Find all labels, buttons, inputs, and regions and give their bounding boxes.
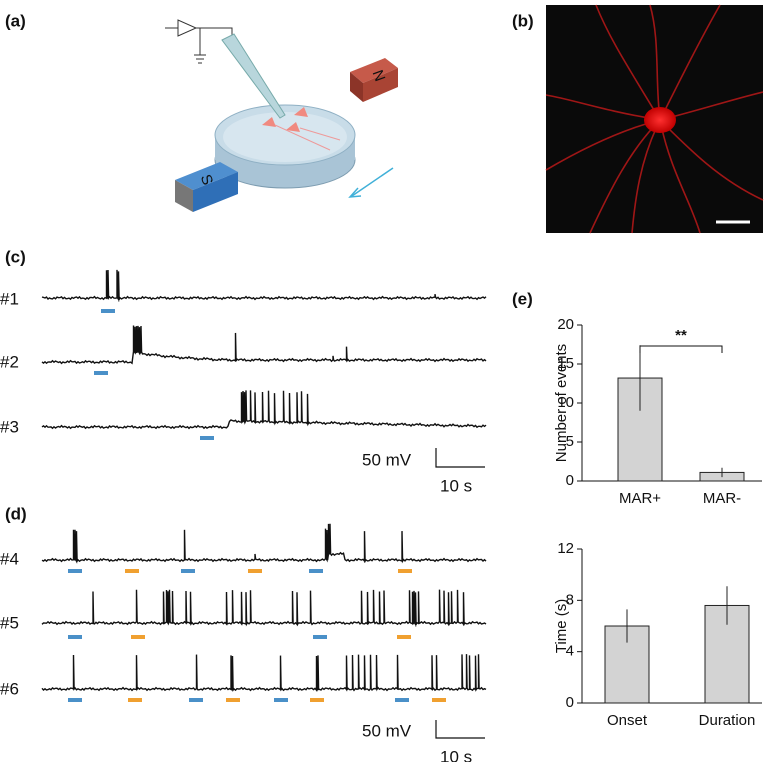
x-tick-label: MAR+ <box>619 490 661 507</box>
trace-label: #4 <box>0 549 19 568</box>
stimulus-bar <box>101 309 115 313</box>
panel-label: (a) <box>5 11 26 30</box>
voltage-trace <box>41 269 487 302</box>
neuron-image <box>545 4 764 234</box>
voltage-trace <box>41 589 487 627</box>
y-tick-label: 5 <box>566 433 574 450</box>
stimulus-bar <box>181 569 195 573</box>
y-tick-label: 20 <box>557 316 574 333</box>
y-tick-label: 4 <box>566 643 574 660</box>
x-tick-label: Onset <box>607 712 648 729</box>
panel-label: (d) <box>5 504 27 523</box>
y-tick-label: 0 <box>566 694 574 711</box>
scale-bar-label: 10 s <box>440 747 472 762</box>
x-tick-label: MAR- <box>703 490 741 507</box>
trace-label: #3 <box>0 417 19 436</box>
panel-label: (c) <box>5 247 26 266</box>
x-tick-label: Duration <box>699 712 756 729</box>
stimulus-bar <box>128 698 142 702</box>
stimulus-bar <box>248 569 262 573</box>
trace-label: #5 <box>0 613 19 632</box>
stimulus-bar <box>68 635 82 639</box>
stimulus-bar <box>68 698 82 702</box>
scale-bar-label: 50 mV <box>362 721 412 740</box>
stimulus-bar <box>309 569 323 573</box>
y-tick-label: 0 <box>566 472 574 489</box>
scale-bar <box>435 720 485 739</box>
y-axis-label: Time (s) <box>553 599 570 653</box>
scale-bar <box>435 448 485 468</box>
y-axis-label: Number of events <box>553 344 570 462</box>
stimulus-bar <box>395 698 409 702</box>
trace-label: #6 <box>0 679 19 698</box>
panel-label: (b) <box>512 11 534 30</box>
stimulus-bar <box>226 698 240 702</box>
voltage-traces <box>41 269 487 702</box>
trace-label: #1 <box>0 289 19 308</box>
trace-label: #2 <box>0 352 19 371</box>
y-tick-label: 15 <box>557 355 574 372</box>
stimulus-bar <box>397 635 411 639</box>
stimulus-bar <box>432 698 446 702</box>
voltage-trace <box>41 325 487 365</box>
stimulus-bar <box>125 569 139 573</box>
voltage-trace <box>41 390 487 430</box>
stimulus-bar <box>94 371 108 375</box>
significance-bracket <box>639 345 723 353</box>
stimulus-bar <box>398 569 412 573</box>
significance-label: ** <box>675 327 687 344</box>
stimulus-bar <box>189 698 203 702</box>
stimulus-bar <box>200 436 214 440</box>
y-tick-label: 8 <box>566 591 574 608</box>
stimulus-bar <box>310 698 324 702</box>
y-tick-label: 10 <box>557 394 574 411</box>
voltage-trace <box>41 523 487 564</box>
stimulus-bar <box>313 635 327 639</box>
setup-illustration: N S <box>165 19 398 212</box>
stimulus-bar <box>131 635 145 639</box>
stimulus-bar <box>68 569 82 573</box>
voltage-trace <box>41 654 487 692</box>
scale-bar-label: 50 mV <box>362 450 412 469</box>
stimulus-bar <box>274 698 288 702</box>
y-tick-label: 12 <box>557 540 574 557</box>
scale-bar-label: 10 s <box>440 476 472 495</box>
panel-label: (e) <box>512 289 533 308</box>
